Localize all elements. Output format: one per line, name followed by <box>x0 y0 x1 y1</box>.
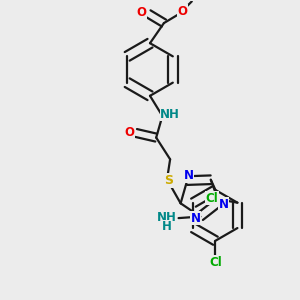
Text: N: N <box>218 198 229 211</box>
Text: Cl: Cl <box>209 256 222 269</box>
Text: NH: NH <box>157 211 177 224</box>
Text: H: H <box>162 220 172 233</box>
Text: O: O <box>136 6 147 19</box>
Text: O: O <box>124 125 134 139</box>
Text: O: O <box>178 5 188 18</box>
Text: Cl: Cl <box>205 192 218 205</box>
Text: S: S <box>164 175 173 188</box>
Text: N: N <box>190 212 201 225</box>
Text: N: N <box>183 169 194 182</box>
Text: NH: NH <box>160 108 180 121</box>
